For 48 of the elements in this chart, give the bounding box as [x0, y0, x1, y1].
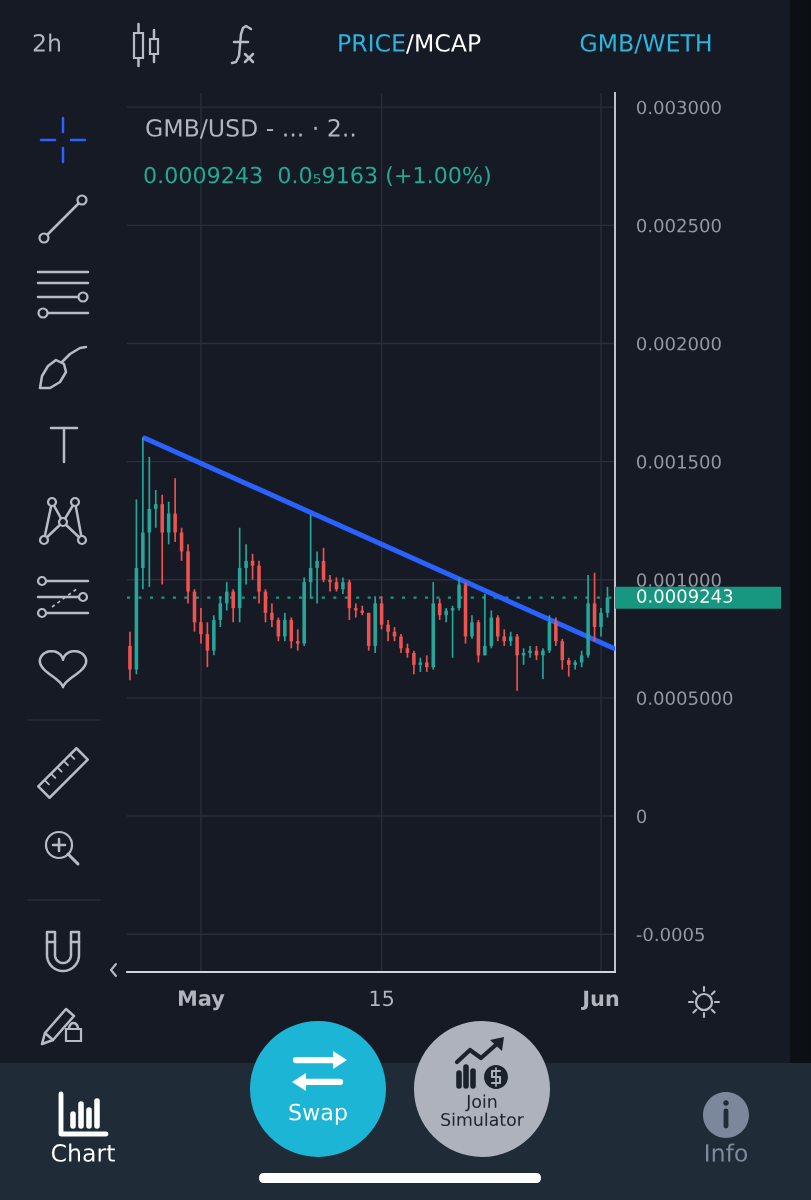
candlestick [315, 550, 319, 605]
x-tick-label: May [178, 990, 225, 1011]
candlestick [295, 628, 300, 652]
candlestick [457, 576, 461, 612]
x-tick-label: Jun [581, 990, 619, 1011]
text: /MCAP [406, 33, 481, 54]
y-tick-label: 0 [637, 809, 647, 824]
ref-line-label: 0.0009243 [637, 589, 733, 603]
candlestick [231, 588, 235, 624]
candlestick [244, 543, 248, 586]
y-tick-label: 0.001000 [637, 573, 721, 587]
text: Swap [289, 1103, 347, 1125]
candlestick [496, 614, 500, 643]
candlestick [412, 649, 416, 676]
candlestick [599, 607, 603, 638]
y-tick-label: 0.003000 [637, 100, 721, 115]
y-tick-label: 0.0005000 [637, 691, 733, 706]
y-tick-label: 0.002000 [637, 336, 721, 351]
candlestick [515, 633, 519, 692]
candlestick [270, 602, 274, 628]
candlestick [483, 593, 487, 657]
text: 2h [33, 33, 60, 52]
x-tick-label: 15 [370, 990, 394, 1007]
candlestick [554, 616, 558, 647]
text: Info [705, 1143, 748, 1162]
candlestick [528, 645, 532, 659]
candlestick [566, 656, 571, 678]
y-tick-label: 0.002500 [637, 218, 721, 233]
text: Chart [51, 1143, 115, 1162]
candlestick [354, 602, 358, 619]
text: GMB/USD - ... · 2.. [146, 118, 355, 139]
text: PRICE [339, 33, 405, 52]
text: GMB/WETH [580, 33, 711, 54]
y-tick-label: 0.001500 [637, 455, 721, 469]
candlestick [128, 630, 132, 682]
candlestick [283, 612, 287, 643]
candlestick [399, 633, 403, 654]
candlestick [224, 581, 229, 612]
candlestick [199, 607, 203, 645]
candlestick [541, 647, 545, 680]
candlestick [153, 489, 158, 529]
candlestick [173, 477, 177, 543]
y-tick-label: -0.0005 [636, 927, 704, 942]
text: Join Simulator [441, 1094, 524, 1127]
candlestick [386, 619, 390, 643]
candlestick [470, 614, 474, 640]
candlestick [328, 574, 332, 593]
text: 0.0009243 0.0₅9163 (+1.00%) [144, 166, 490, 187]
